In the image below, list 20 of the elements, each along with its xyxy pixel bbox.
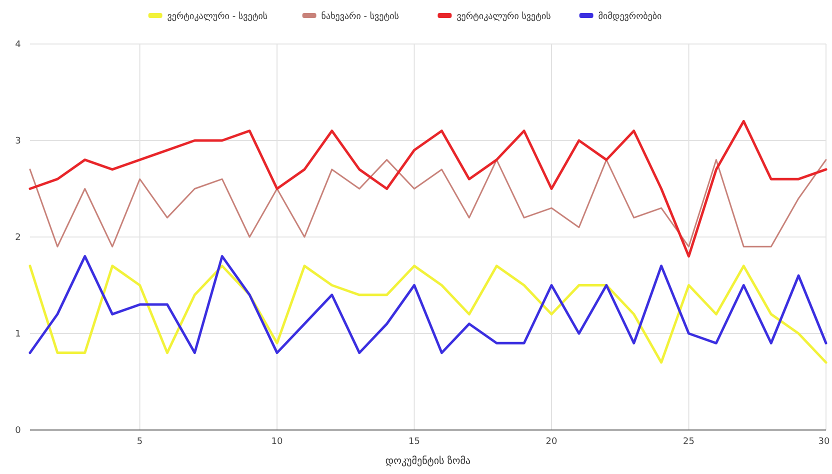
line-series bbox=[29, 159, 827, 248]
x-tick-label: 30 bbox=[818, 437, 830, 447]
x-tick-label: 15 bbox=[408, 437, 420, 447]
x-tick-label: 25 bbox=[683, 437, 694, 447]
y-tick-label: 3 bbox=[15, 136, 21, 147]
legend-label: მიმდევრობები bbox=[598, 11, 662, 22]
x-tick-label: 10 bbox=[271, 437, 284, 447]
line-series bbox=[28, 120, 828, 258]
y-tick-label: 1 bbox=[15, 330, 21, 340]
x-axis-title: დოკუმენტის ზომა bbox=[385, 455, 471, 467]
line-series bbox=[28, 255, 828, 354]
legend-label: ვერტიკალური სვეტის bbox=[456, 11, 552, 22]
line-series bbox=[28, 264, 828, 364]
legend-label: ვერტიკალური - სვეტის bbox=[167, 11, 268, 22]
x-tick-label: 5 bbox=[136, 437, 143, 447]
y-tick-label: 0 bbox=[15, 426, 22, 436]
legend-label: ნახევარი - სვეტის bbox=[321, 11, 400, 22]
x-tick-label: 20 bbox=[546, 437, 558, 447]
y-tick-label: 2 bbox=[15, 233, 21, 244]
y-tick-label: 4 bbox=[15, 40, 22, 50]
